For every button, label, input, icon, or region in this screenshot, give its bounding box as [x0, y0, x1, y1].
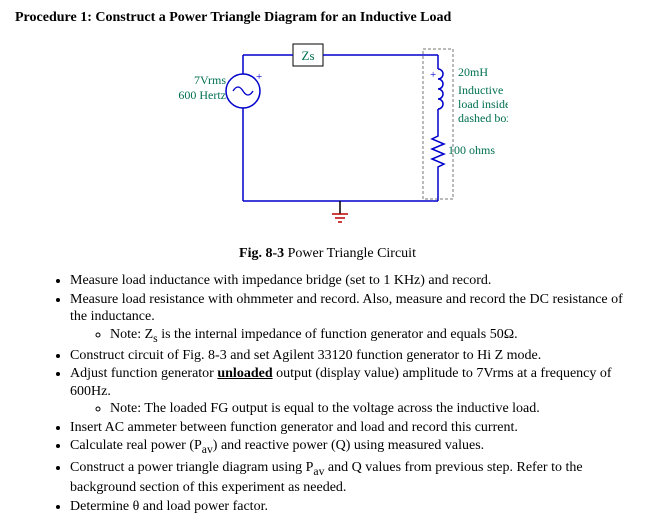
- ind-note3: dashed box: [458, 111, 508, 125]
- list-item: Construct circuit of Fig. 8-3 and set Ag…: [70, 347, 640, 365]
- item-sub: av: [313, 465, 324, 478]
- list-item: Determine θ and load power factor.: [70, 498, 640, 516]
- list-item: Construct a power triangle diagram using…: [70, 459, 640, 497]
- procedure-list: Measure load inductance with impedance b…: [15, 272, 640, 515]
- procedure-heading: Procedure 1: Construct a Power Triangle …: [15, 10, 640, 26]
- note-post: is the internal impedance of function ge…: [158, 327, 518, 342]
- item-post: ) and reactive power (Q) using measured …: [213, 438, 484, 453]
- item-pre: Construct a power triangle diagram using…: [70, 460, 313, 475]
- ind-note1: Inductive: [458, 83, 503, 97]
- vsrc-bot-label: 600 Hertz: [178, 88, 226, 102]
- ind-note2: load inside: [458, 97, 508, 111]
- svg-text:+: +: [256, 71, 262, 83]
- list-item: Measure load inductance with impedance b…: [70, 272, 640, 290]
- sub-list-item: Note: The loaded FG output is equal to t…: [110, 400, 640, 418]
- figure-container: Zs + 7Vrms 600 Hertz + 20mH Inductive: [15, 36, 640, 262]
- list-item: Insert AC ammeter between function gener…: [70, 419, 640, 437]
- circuit-diagram: Zs + 7Vrms 600 Hertz + 20mH Inductive: [148, 36, 508, 236]
- item-under: unloaded: [217, 366, 272, 381]
- note-pre: Note: Z: [110, 327, 153, 342]
- res-val-label: 100 ohms: [448, 143, 495, 157]
- item-text: Measure load resistance with ohmmeter an…: [70, 292, 623, 325]
- list-item: Measure load resistance with ohmmeter an…: [70, 291, 640, 346]
- sub-list-item: Note: Zs is the internal impedance of fu…: [110, 326, 640, 346]
- caption-label: Fig. 8-3: [239, 246, 284, 261]
- list-item: Adjust function generator unloaded outpu…: [70, 365, 640, 418]
- item-sub: av: [202, 443, 213, 456]
- caption-text: Power Triangle Circuit: [288, 246, 416, 261]
- svg-text:+: +: [430, 69, 436, 81]
- ind-val-label: 20mH: [458, 65, 488, 79]
- zs-label: Zs: [301, 48, 314, 63]
- sub-list: Note: Zs is the internal impedance of fu…: [70, 326, 640, 346]
- item-pre: Adjust function generator: [70, 366, 217, 381]
- sub-list: Note: The loaded FG output is equal to t…: [70, 400, 640, 418]
- figure-caption: Fig. 8-3 Power Triangle Circuit: [15, 246, 640, 262]
- list-item: Calculate real power (Pav) and reactive …: [70, 437, 640, 457]
- item-pre: Calculate real power (P: [70, 438, 202, 453]
- vsrc-top-label: 7Vrms: [194, 73, 226, 87]
